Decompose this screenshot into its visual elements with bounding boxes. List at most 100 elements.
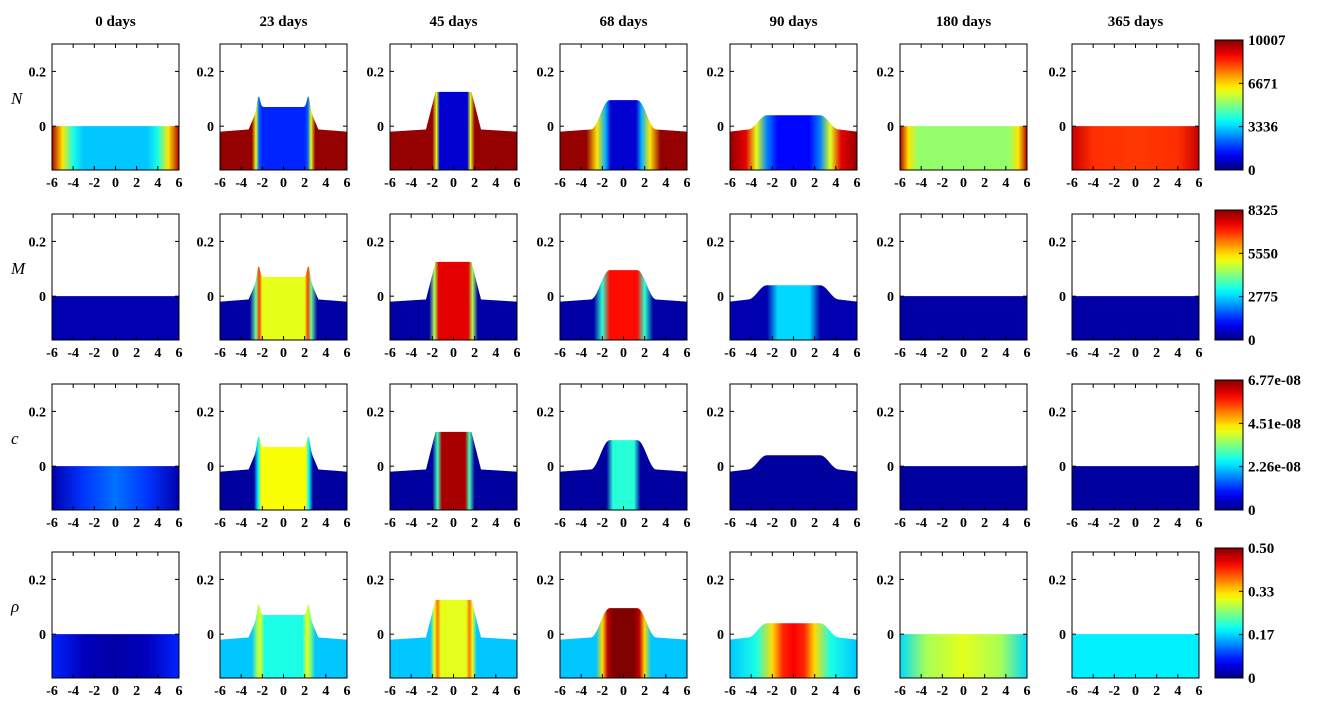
x-tick-label: -2 — [426, 516, 438, 531]
field-region — [730, 623, 857, 678]
x-tick-label: 6 — [344, 684, 351, 699]
y-tick-label: 0.2 — [367, 573, 385, 588]
x-tick-label: 6 — [1196, 346, 1203, 361]
x-tick-label: -4 — [235, 684, 247, 699]
panel: 0.20-6 -4 -2 0 2 4 6 — [707, 551, 861, 699]
y-tick-label: 0 — [887, 120, 894, 135]
x-tick-label: -6 — [554, 684, 566, 699]
panel: 0.20-6 -4 -2 0 2 4 6 — [197, 383, 351, 531]
x-tick-label: 2 — [133, 176, 140, 191]
x-tick-label: -2 — [88, 346, 100, 361]
x-tick-label: -6 — [46, 346, 58, 361]
panel: 0.20-6 -4 -2 0 2 4 6 — [707, 383, 861, 531]
x-tick-label: 4 — [1174, 684, 1181, 699]
panel: 0.20-6 -4 -2 0 2 4 6 — [1049, 383, 1203, 531]
column-title: 23 days — [260, 14, 308, 30]
panel: 0.20-6 -4 -2 0 2 4 6 — [1049, 213, 1203, 361]
y-tick-label: 0.2 — [537, 405, 555, 420]
field-region — [900, 126, 1027, 170]
x-tick-label: 6 — [684, 516, 691, 531]
y-tick-label: 0.2 — [1049, 405, 1067, 420]
x-tick-label: -2 — [426, 684, 438, 699]
x-tick-label: 4 — [1002, 516, 1009, 531]
colorbar: 6.77e-08 4.51e-08 2.26e-08 0 — [1214, 373, 1301, 519]
x-tick-label: 2 — [641, 176, 648, 191]
x-tick-label: -6 — [46, 176, 58, 191]
x-tick-label: -6 — [214, 176, 226, 191]
y-tick-label: 0.2 — [1049, 573, 1067, 588]
colorbar-tick-label: 10007 — [1248, 33, 1286, 49]
y-tick-label: 0.2 — [29, 235, 47, 250]
x-tick-label: -2 — [88, 176, 100, 191]
x-tick-label: 0 — [280, 346, 287, 361]
colorbar-tick-label: 0 — [1248, 333, 1256, 349]
column-title: 90 days — [770, 14, 818, 30]
x-tick-label: -4 — [405, 684, 417, 699]
panel: 0.20-6 -4 -2 0 2 4 6 — [29, 213, 183, 361]
colorbar: 10007 6671 3336 0 — [1214, 33, 1286, 179]
x-tick-label: 0 — [620, 346, 627, 361]
x-tick-label: 0 — [450, 684, 457, 699]
panel: 0.20-6 -4 -2 0 2 4 6 — [1049, 43, 1203, 191]
x-tick-label: -4 — [1087, 176, 1099, 191]
y-tick-label: 0 — [377, 628, 384, 643]
y-tick-label: 0.2 — [29, 405, 47, 420]
x-tick-label: 4 — [662, 516, 669, 531]
field-region — [220, 96, 347, 170]
x-tick-label: 6 — [176, 176, 183, 191]
x-tick-label: 2 — [641, 516, 648, 531]
x-tick-label: 6 — [176, 516, 183, 531]
x-tick-label: 6 — [1024, 516, 1031, 531]
x-tick-label: -2 — [936, 684, 948, 699]
x-tick-label: -4 — [235, 176, 247, 191]
panel: 0.20-6 -4 -2 0 2 4 6 — [877, 551, 1031, 699]
colorbar-tick-label: 8325 — [1248, 203, 1278, 219]
panel: 0.20-6 -4 -2 0 2 4 6 — [1049, 551, 1203, 699]
field-region — [220, 266, 347, 340]
x-tick-label: 2 — [471, 176, 478, 191]
y-tick-label: 0.2 — [367, 65, 385, 80]
y-tick-label: 0.2 — [877, 235, 895, 250]
x-tick-label: -2 — [766, 346, 778, 361]
y-tick-label: 0.2 — [197, 65, 215, 80]
field-region — [390, 91, 517, 170]
colorbar-tick-label: 4.51e-08 — [1248, 416, 1301, 432]
colorbar-tick-label: 2775 — [1248, 290, 1278, 306]
colorbar-tick-label: 6671 — [1248, 76, 1278, 92]
x-tick-label: 0 — [450, 176, 457, 191]
y-tick-label: 0 — [1059, 120, 1066, 135]
field-region — [560, 440, 687, 510]
x-tick-label: 4 — [662, 684, 669, 699]
field-region — [900, 634, 1027, 678]
x-tick-label: 6 — [176, 346, 183, 361]
y-tick-label: 0 — [207, 290, 214, 305]
row-label: M — [10, 259, 26, 278]
x-tick-label: 2 — [471, 516, 478, 531]
x-tick-label: 0 — [790, 176, 797, 191]
y-tick-label: 0 — [887, 628, 894, 643]
x-tick-label: 4 — [492, 346, 499, 361]
x-tick-label: -4 — [1087, 346, 1099, 361]
field-region — [730, 285, 857, 340]
x-tick-label: -4 — [405, 346, 417, 361]
y-tick-label: 0.2 — [877, 405, 895, 420]
x-tick-label: 4 — [322, 684, 329, 699]
panel: 0.20-6 -4 -2 0 2 4 6 — [367, 383, 521, 531]
x-tick-label: 6 — [1024, 684, 1031, 699]
field-region — [52, 296, 179, 340]
colorbar-scale — [1214, 39, 1244, 171]
x-tick-label: 6 — [514, 516, 521, 531]
y-tick-label: 0.2 — [29, 573, 47, 588]
x-tick-label: 0 — [450, 346, 457, 361]
colorbar: 8325 5550 2775 0 — [1214, 203, 1278, 349]
x-tick-label: 4 — [832, 346, 839, 361]
y-tick-label: 0.2 — [537, 235, 555, 250]
x-tick-label: 0 — [112, 684, 119, 699]
field-region — [900, 296, 1027, 340]
x-tick-label: 2 — [641, 346, 648, 361]
y-tick-label: 0 — [39, 120, 46, 135]
x-tick-label: -4 — [235, 346, 247, 361]
x-tick-label: -2 — [596, 346, 608, 361]
x-tick-label: -4 — [67, 346, 79, 361]
